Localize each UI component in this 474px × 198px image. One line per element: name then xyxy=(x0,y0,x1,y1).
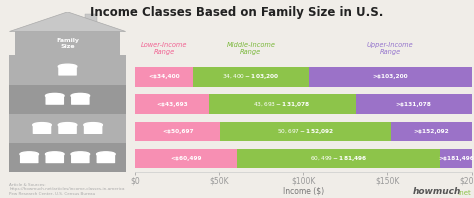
Text: Middle-Income
Range: Middle-Income Range xyxy=(227,42,275,55)
Bar xyxy=(9,114,126,143)
Text: $34,400 - $103,200: $34,400 - $103,200 xyxy=(222,72,280,81)
Circle shape xyxy=(46,152,64,156)
Circle shape xyxy=(33,123,51,127)
Bar xyxy=(237,149,440,168)
Text: Article & Sources:
https://howmuch.net/articles/income-classes-in-america
Pew Re: Article & Sources: https://howmuch.net/a… xyxy=(9,183,125,196)
X-axis label: Income ($): Income ($) xyxy=(283,187,324,196)
Polygon shape xyxy=(9,12,126,31)
FancyBboxPatch shape xyxy=(15,31,120,55)
Text: <$60,499: <$60,499 xyxy=(170,156,202,161)
Text: <$50,697: <$50,697 xyxy=(162,129,193,134)
FancyBboxPatch shape xyxy=(97,155,115,163)
Text: Lower-Income
Range: Lower-Income Range xyxy=(141,42,187,55)
Bar xyxy=(440,149,472,168)
Text: <$43,693: <$43,693 xyxy=(156,102,188,107)
Text: >$131,078: >$131,078 xyxy=(396,102,432,107)
Circle shape xyxy=(46,93,64,98)
FancyBboxPatch shape xyxy=(71,155,90,163)
Text: Family
Size: Family Size xyxy=(56,38,79,49)
FancyBboxPatch shape xyxy=(58,126,77,134)
Bar xyxy=(193,67,309,87)
Text: howmuch: howmuch xyxy=(412,187,461,196)
Text: $60,499 - $181,496: $60,499 - $181,496 xyxy=(310,154,367,163)
Text: $50,697 - $152,092: $50,697 - $152,092 xyxy=(277,127,334,136)
Text: Upper-Income
Range: Upper-Income Range xyxy=(367,42,413,55)
FancyBboxPatch shape xyxy=(46,155,64,163)
Circle shape xyxy=(71,152,90,156)
FancyBboxPatch shape xyxy=(33,126,51,134)
Text: $43,693 - $131,078: $43,693 - $131,078 xyxy=(254,100,311,109)
Bar xyxy=(209,94,356,114)
Bar xyxy=(220,122,391,141)
FancyBboxPatch shape xyxy=(58,67,77,76)
Bar xyxy=(9,85,126,114)
Bar xyxy=(356,94,472,114)
Bar xyxy=(391,122,472,141)
Bar xyxy=(135,94,209,114)
FancyBboxPatch shape xyxy=(71,97,90,105)
Text: >$181,496: >$181,496 xyxy=(438,156,474,161)
Bar xyxy=(85,14,97,23)
Circle shape xyxy=(20,152,38,156)
Bar xyxy=(309,67,472,87)
Bar xyxy=(135,67,193,87)
Circle shape xyxy=(97,152,115,156)
Text: >$152,092: >$152,092 xyxy=(413,129,449,134)
Text: >$103,200: >$103,200 xyxy=(373,74,408,79)
Circle shape xyxy=(58,123,77,127)
Bar xyxy=(135,122,220,141)
Text: <$34,400: <$34,400 xyxy=(148,74,180,79)
Bar xyxy=(9,55,126,85)
FancyBboxPatch shape xyxy=(84,126,102,134)
Bar xyxy=(9,143,126,172)
Bar xyxy=(135,149,237,168)
FancyBboxPatch shape xyxy=(20,155,38,163)
FancyBboxPatch shape xyxy=(46,97,64,105)
Circle shape xyxy=(84,123,102,127)
Circle shape xyxy=(71,93,90,98)
Text: .net: .net xyxy=(457,190,471,196)
Circle shape xyxy=(58,64,77,69)
Text: Income Classes Based on Family Size in U.S.: Income Classes Based on Family Size in U… xyxy=(91,6,383,19)
